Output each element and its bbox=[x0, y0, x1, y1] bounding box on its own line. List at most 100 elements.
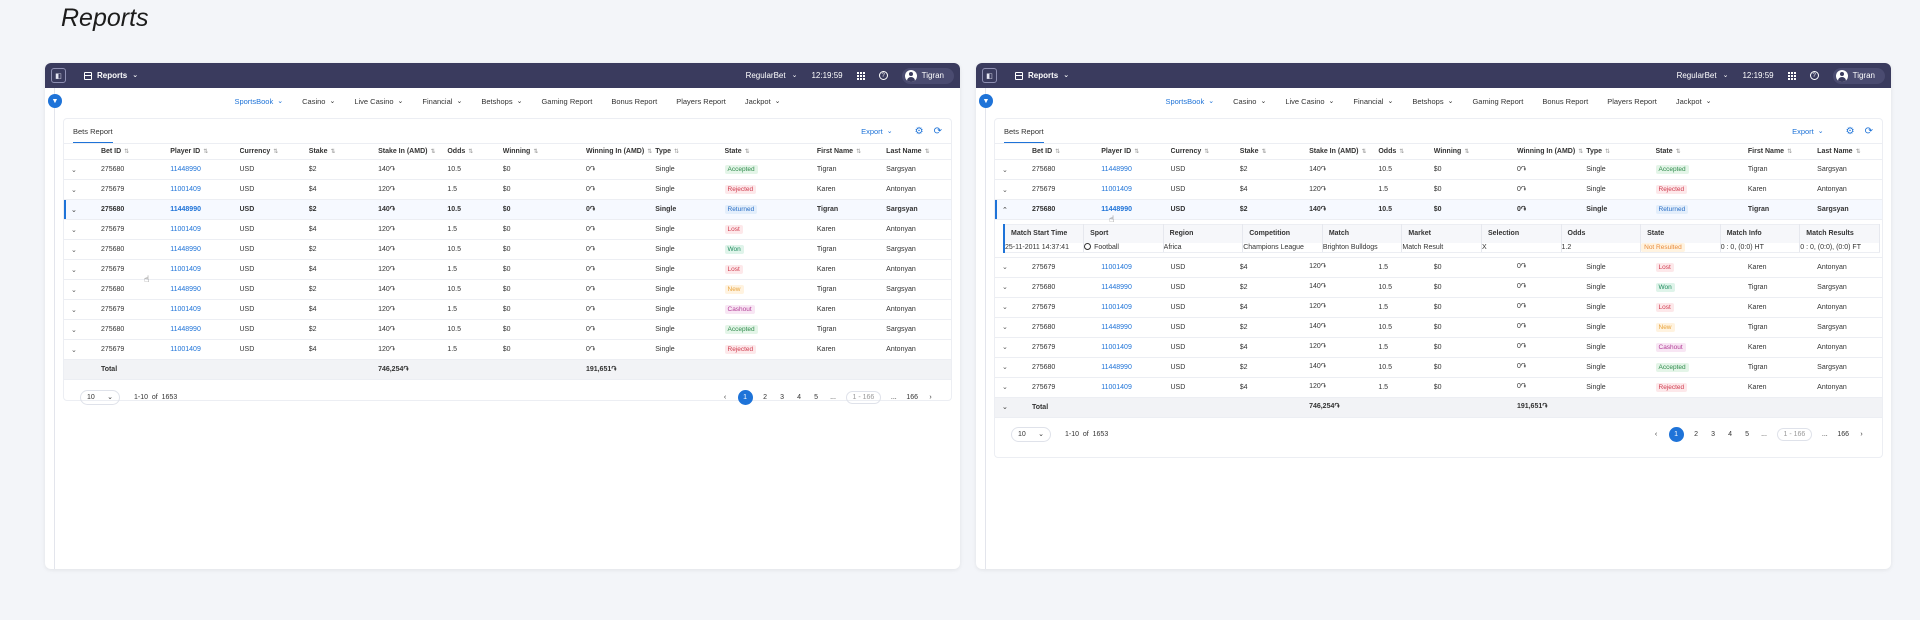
col-header[interactable]: Bet ID ⇅ bbox=[1031, 143, 1102, 160]
col-header[interactable]: Stake ⇅ bbox=[1239, 143, 1310, 160]
sort-icon[interactable]: ⇅ bbox=[468, 149, 474, 155]
table-row[interactable]: ⌄ 275679 11001409 USD $4 120֏ 1.5 $0 0֏ … bbox=[995, 179, 1882, 200]
chevron-down-icon[interactable]: ⌄ bbox=[64, 339, 101, 360]
apps-grid-icon[interactable] bbox=[1787, 71, 1796, 80]
nav-financial[interactable]: Financial ⌄ bbox=[422, 96, 463, 106]
page-jump-input[interactable]: 1 - 166 bbox=[1776, 428, 1813, 441]
nav-bonus-report[interactable]: Bonus Report bbox=[1542, 96, 1589, 106]
table-row[interactable]: ⌄ 275680 11448990 USD $2 140֏ 10.5 $0 0֏… bbox=[64, 199, 951, 220]
gear-icon[interactable]: ⚙ bbox=[1845, 125, 1855, 137]
page-4-button[interactable]: 4 bbox=[797, 393, 801, 401]
player-id-link[interactable]: 11001409 bbox=[170, 299, 240, 320]
table-row[interactable]: ⌄ 275680 11448990 USD $2 140֏ 10.5 $0 0֏… bbox=[64, 319, 951, 340]
table-row[interactable]: ⌄ 275680 11448990 USD $2 140֏ 10.5 $0 0֏… bbox=[64, 239, 951, 260]
sort-icon[interactable]: ⇅ bbox=[203, 149, 209, 155]
player-id-link[interactable]: 11448990 bbox=[170, 279, 240, 300]
nav-live-casino[interactable]: Live Casino ⌄ bbox=[354, 96, 404, 106]
chevron-down-icon[interactable]: ⌄ bbox=[64, 179, 101, 200]
sort-icon[interactable]: ⇅ bbox=[124, 149, 130, 155]
page-1-button[interactable]: 1 bbox=[1668, 427, 1684, 442]
table-row[interactable]: ⌄ 275679 11001409 USD $4 120֏ 1.5 $0 0֏ … bbox=[995, 337, 1882, 358]
player-id-link[interactable]: 11448990 bbox=[170, 159, 240, 180]
chevron-down-icon[interactable]: ⌄ bbox=[64, 199, 101, 220]
nav-sportsbook[interactable]: SportsBook ⌄ bbox=[234, 96, 284, 106]
nav-live-casino[interactable]: Live Casino ⌄ bbox=[1285, 96, 1335, 106]
apps-grid-icon[interactable] bbox=[856, 71, 865, 80]
chevron-down-icon[interactable]: ⌄ bbox=[64, 219, 101, 240]
sort-icon[interactable]: ⇅ bbox=[674, 149, 680, 155]
next-page-button[interactable]: › bbox=[1860, 431, 1863, 438]
player-id-link[interactable]: 11448990 bbox=[1101, 357, 1171, 378]
chevron-down-icon[interactable]: ⌄ bbox=[995, 377, 1032, 398]
player-id-link[interactable]: 11448990 bbox=[170, 319, 240, 340]
sort-icon[interactable]: ⇅ bbox=[1855, 149, 1861, 155]
refresh-icon[interactable]: ⟳ bbox=[1864, 125, 1873, 137]
help-icon[interactable]: ? bbox=[878, 71, 888, 80]
app-logo-icon[interactable]: ◧ bbox=[51, 68, 66, 83]
page-jump-input[interactable]: 1 - 166 bbox=[845, 390, 882, 404]
sort-icon[interactable]: ⇅ bbox=[1787, 149, 1793, 155]
player-id-link[interactable]: 11448990 bbox=[1101, 277, 1171, 298]
user-menu[interactable]: Tigran bbox=[1832, 67, 1885, 84]
card-title[interactable]: Bets Report bbox=[73, 126, 113, 136]
nav-players-report[interactable]: Players Report bbox=[676, 96, 726, 106]
sort-icon[interactable]: ⇅ bbox=[1578, 149, 1584, 155]
help-icon[interactable]: ? bbox=[1809, 71, 1819, 80]
col-header[interactable]: Bet ID ⇅ bbox=[100, 143, 171, 160]
sort-icon[interactable]: ⇅ bbox=[1675, 149, 1681, 155]
col-header[interactable]: State ⇅ bbox=[1655, 143, 1748, 160]
page-1-button[interactable]: 1 bbox=[737, 389, 753, 405]
col-header[interactable]: Player ID ⇅ bbox=[1101, 143, 1171, 160]
chevron-down-icon[interactable]: ⌄ bbox=[995, 317, 1032, 338]
export-button[interactable]: Export ⌄ bbox=[861, 126, 893, 136]
table-row[interactable]: ⌄ 275679 11001409 USD $4 120֏ 1.5 $0 0֏ … bbox=[64, 299, 951, 320]
player-id-link[interactable]: 11001409 bbox=[1101, 257, 1171, 278]
nav-bonus-report[interactable]: Bonus Report bbox=[611, 96, 658, 106]
chevron-down-icon[interactable]: ⌄ bbox=[1002, 404, 1008, 411]
player-id-link[interactable]: 11001409 bbox=[1101, 337, 1171, 358]
page-2-button[interactable]: 2 bbox=[763, 393, 767, 401]
chevron-down-icon[interactable]: ⌄ bbox=[64, 259, 101, 280]
col-header[interactable]: Last Name ⇅ bbox=[886, 143, 951, 160]
sort-icon[interactable]: ⇅ bbox=[330, 149, 336, 155]
sort-icon[interactable]: ⇅ bbox=[924, 149, 930, 155]
player-id-link[interactable]: 11001409 bbox=[170, 339, 240, 360]
page-size-select[interactable]: 10 ⌄ bbox=[1011, 427, 1051, 442]
sort-icon[interactable]: ⇅ bbox=[1134, 149, 1140, 155]
sort-icon[interactable]: ⇅ bbox=[273, 149, 279, 155]
nav-casino[interactable]: Casino ⌄ bbox=[1233, 96, 1267, 106]
col-header[interactable]: First Name ⇅ bbox=[1747, 143, 1818, 160]
table-row[interactable]: ⌄ 275680 11448990 USD $2 140֏ 10.5 $0 0֏… bbox=[995, 317, 1882, 338]
player-id-link[interactable]: 11448990 bbox=[1101, 317, 1171, 338]
nav-gaming-report[interactable]: Gaming Report bbox=[1472, 96, 1524, 106]
last-page-button[interactable]: 166 bbox=[906, 393, 918, 401]
chevron-down-icon[interactable]: ⌄ bbox=[995, 159, 1032, 180]
col-header[interactable]: First Name ⇅ bbox=[816, 143, 887, 160]
player-id-link[interactable]: 11001409 bbox=[170, 219, 240, 240]
page-3-button[interactable]: 3 bbox=[780, 393, 784, 401]
nav-casino[interactable]: Casino ⌄ bbox=[302, 96, 336, 106]
chevron-up-icon[interactable]: ⌃ bbox=[995, 199, 1032, 220]
sort-icon[interactable]: ⇅ bbox=[1605, 149, 1611, 155]
col-header[interactable]: Stake In (AMD) ⇅ bbox=[378, 143, 448, 160]
chevron-down-icon[interactable]: ⌄ bbox=[64, 159, 101, 180]
sort-icon[interactable]: ⇅ bbox=[1204, 149, 1210, 155]
player-id-link[interactable]: 11001409 bbox=[170, 259, 240, 280]
table-row[interactable]: ⌄ 275679 11001409 USD $4 120֏ 1.5 $0 0֏ … bbox=[64, 339, 951, 360]
player-id-link[interactable]: 11001409 bbox=[1101, 377, 1171, 398]
sort-icon[interactable]: ⇅ bbox=[856, 149, 862, 155]
col-header[interactable]: Last Name ⇅ bbox=[1817, 143, 1882, 160]
player-id-link[interactable]: 11448990 bbox=[170, 239, 240, 260]
brand-switcher[interactable]: RegularBet ⌄ bbox=[745, 71, 798, 80]
col-header[interactable]: Winning In (AMD) ⇅ bbox=[1516, 143, 1587, 160]
table-row[interactable]: ⌄ 275679 11001409 USD $4 120֏ 1.5 $0 0֏ … bbox=[64, 259, 951, 280]
gear-icon[interactable]: ⚙ bbox=[914, 125, 924, 137]
player-id-link[interactable]: 11448990 bbox=[1101, 199, 1171, 220]
nav-sportsbook[interactable]: SportsBook ⌄ bbox=[1165, 96, 1215, 106]
sort-icon[interactable]: ⇅ bbox=[1464, 149, 1470, 155]
export-button[interactable]: Export ⌄ bbox=[1792, 126, 1824, 136]
player-id-link[interactable]: 11448990 bbox=[170, 199, 240, 220]
table-row[interactable]: ⌃ 275680 11448990 USD $2 140֏ 10.5 $0 0֏… bbox=[995, 199, 1882, 220]
table-row[interactable]: ⌄ 275679 11001409 USD $4 120֏ 1.5 $0 0֏ … bbox=[995, 257, 1882, 278]
filter-icon[interactable]: ▼ bbox=[48, 94, 62, 108]
